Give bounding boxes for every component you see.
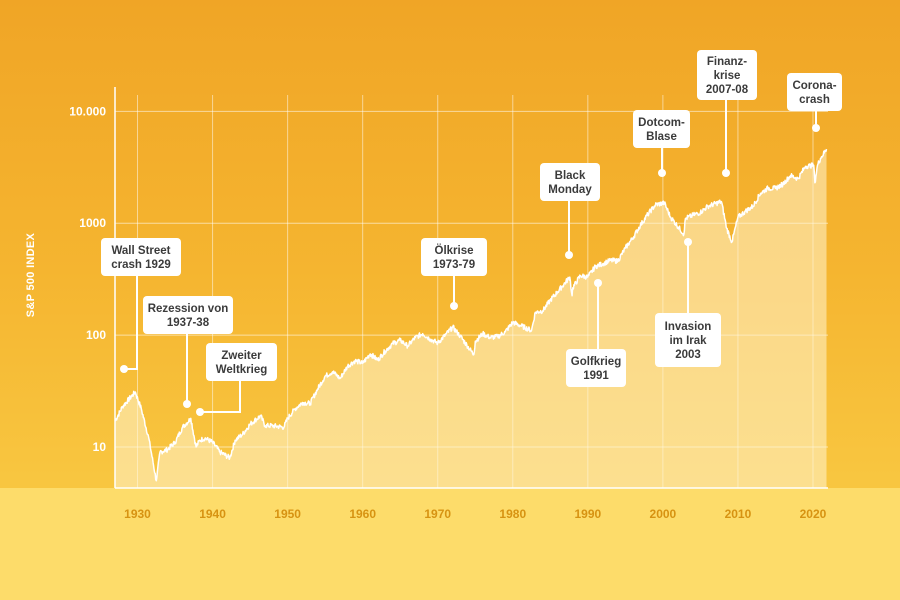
callout-dot [120,365,128,373]
y-tick-label: 1000 [79,216,106,230]
callout-label: Golfkrieg [571,356,621,368]
callout-label: 1973-79 [433,259,475,271]
callout-label: Corona- [792,80,836,92]
callout-dot [183,400,191,408]
annotation-callout: Corona-crash [787,73,842,132]
callout-box [101,238,181,276]
callout-label: Zweiter [221,350,262,362]
callout-dot [450,302,458,310]
x-tick-label: 2010 [725,507,752,521]
callout-label: im Irak [669,335,707,347]
callout-label: Black [555,170,586,182]
x-tick-label: 1990 [574,507,601,521]
series-area [115,149,827,488]
callout-dot [196,408,204,416]
annotation-callout: Ölkrise 1973-79 [421,238,487,310]
y-tick-label: 100 [86,328,106,342]
annotation-callout: Black Monday [540,163,600,259]
y-axis-label: S&P 500 INDEX [25,232,37,317]
callout-label: Finanz- [707,56,747,68]
annotation-callout: Invasion im Irak 2003 [655,238,721,367]
callout-label: Monday [548,184,592,196]
x-tick-label: 1940 [199,507,226,521]
callout-label: 1991 [583,370,609,382]
callout-label: Wall Street [111,245,170,257]
callout-box [787,73,842,111]
callout-box [697,50,757,100]
x-tick-label: 2020 [800,507,827,521]
x-tick-label: 1960 [349,507,376,521]
x-tick-label: 2000 [650,507,677,521]
x-tick-label: 1980 [499,507,526,521]
axis-layer [114,87,828,489]
callout-label: Weltkrieg [216,364,268,376]
annotation-callout: Rezession von 1937-38 [143,296,233,408]
annotation-callout: Golfkrieg 1991 [566,279,626,387]
callout-label: Blase [646,131,677,143]
callout-label: 2003 [675,349,701,361]
callout-label: crash [799,94,830,106]
annotation-callout: Dotcom- Blase [633,110,690,177]
y-tick-label: 10 [93,440,107,454]
callout-box [566,349,626,387]
callout-dot [658,169,666,177]
annotation-callout: Wall Street crash 1929 [101,238,181,373]
bottom-band [0,488,900,600]
callout-box [540,163,600,201]
y-tick-label: 10.000 [69,104,106,118]
callout-leader-line [200,381,241,413]
callout-leader-line [124,276,138,370]
callout-label: Invasion [665,321,712,333]
callout-label: Dotcom- [638,117,685,129]
annotation-callout: Finanz-krise 2007-08 [697,50,757,177]
annotation-callout: Zweiter Weltkrieg [196,343,277,416]
callout-label: 2007-08 [706,84,749,96]
callout-dot [722,169,730,177]
x-tick-label: 1950 [274,507,301,521]
callout-box [655,313,721,367]
callout-dot [565,251,573,259]
callout-box [421,238,487,276]
callout-box [143,296,233,334]
callout-label: 1937-38 [167,317,210,329]
tick-layer: 10 100 1000 10.000 1930 1940 1950 1960 1970 1980 1… [69,104,826,521]
area-layer [114,148,828,488]
x-tick-label: 1970 [424,507,451,521]
callout-dot [594,279,602,287]
callout-label: Rezession von [148,303,229,315]
series-line [114,148,828,482]
callout-label: krise [714,70,741,82]
x-tick-label: 1930 [124,507,151,521]
callout-dot [684,238,692,246]
callout-box [206,343,277,381]
callout-dot [812,124,820,132]
callout-label: crash 1929 [111,259,170,271]
callout-label: Ölkrise [435,244,474,257]
callout-layer: Wall Street crash 1929 Rezession von 1937-3… [101,50,842,416]
callout-box [633,110,690,148]
